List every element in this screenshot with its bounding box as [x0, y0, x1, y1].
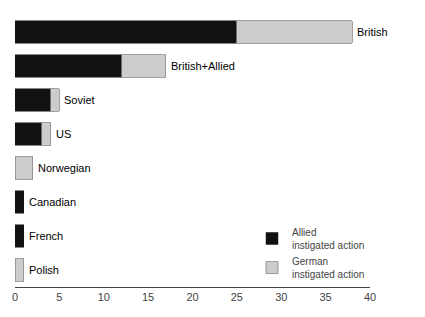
svg-text:20: 20	[186, 291, 198, 303]
svg-text:35: 35	[320, 291, 332, 303]
svg-text:Alliedinstigated action: Alliedinstigated action	[292, 227, 364, 251]
svg-text:Polish: Polish	[29, 264, 59, 276]
svg-text:30: 30	[275, 291, 287, 303]
svg-text:15: 15	[142, 291, 154, 303]
svg-text:British+Allied: British+Allied	[171, 60, 235, 72]
svg-text:French: French	[29, 230, 63, 242]
svg-text:British: British	[357, 26, 388, 38]
svg-text:Canadian: Canadian	[29, 196, 76, 208]
svg-text:0: 0	[12, 291, 18, 303]
svg-text:Soviet: Soviet	[64, 94, 95, 106]
svg-text:5: 5	[56, 291, 62, 303]
svg-text:25: 25	[231, 291, 243, 303]
svg-text:40: 40	[364, 291, 376, 303]
svg-text:10: 10	[98, 291, 110, 303]
svg-text:Germaninstigated action: Germaninstigated action	[292, 256, 364, 280]
svg-text:Norwegian: Norwegian	[38, 162, 91, 174]
svg-text:US: US	[56, 128, 71, 140]
